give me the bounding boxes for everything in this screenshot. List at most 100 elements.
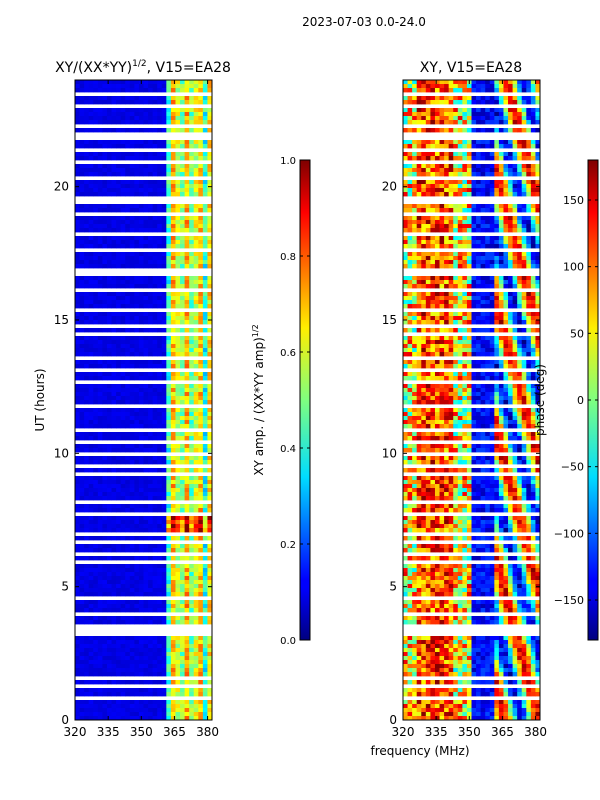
heatmap-cell: [485, 168, 491, 173]
heatmap-cell: [503, 96, 509, 101]
heatmap-cell: [102, 204, 108, 209]
heatmap-cell: [111, 644, 117, 649]
heatmap-cell: [102, 224, 108, 229]
heatmap-cell: [111, 412, 117, 417]
heatmap-cell: [448, 120, 454, 125]
heatmap-cell: [75, 588, 80, 593]
heatmap-cell: [198, 180, 204, 185]
heatmap-cell: [79, 304, 85, 309]
heatmap-cell: [134, 184, 140, 189]
heatmap-cell: [485, 220, 491, 225]
heatmap-cell: [79, 228, 85, 233]
heatmap-cell: [134, 344, 140, 349]
heatmap-cell: [521, 236, 527, 241]
heatmap-cell: [407, 252, 413, 257]
heatmap-cell: [152, 184, 158, 189]
heatmap-cell: [134, 152, 140, 157]
heatmap-cell: [198, 100, 204, 105]
heatmap-cell: [416, 172, 422, 177]
heatmap-cell: [116, 444, 122, 449]
heatmap-cell: [120, 692, 126, 697]
heatmap-cell: [93, 168, 99, 173]
heatmap-cell: [79, 244, 85, 249]
heatmap-cell: [180, 100, 185, 105]
heatmap-cell: [193, 528, 199, 533]
heatmap-cell: [485, 84, 491, 89]
heatmap-cell: [157, 204, 163, 209]
heatmap-cell: [444, 208, 450, 213]
heatmap-cell: [444, 284, 450, 289]
heatmap-cell: [157, 700, 163, 705]
heatmap-cell: [75, 528, 80, 533]
heatmap-cell: [88, 344, 94, 349]
heatmap-cell: [111, 680, 117, 685]
heatmap-cell: [125, 340, 131, 345]
heatmap-cell: [202, 204, 208, 209]
heatmap-cell: [111, 300, 117, 305]
heatmap-cell: [134, 524, 140, 529]
heatmap-cell: [202, 436, 208, 441]
heatmap-cell: [79, 236, 85, 241]
heatmap-cell: [207, 316, 212, 321]
heatmap-cell: [134, 364, 140, 369]
heatmap-cell: [116, 516, 122, 521]
heatmap-cell: [88, 548, 94, 553]
heatmap-cell: [148, 236, 154, 241]
heatmap-cell: [97, 480, 103, 485]
heatmap-cell: [97, 704, 103, 709]
heatmap-cell: [434, 152, 440, 157]
heatmap-cell: [166, 292, 172, 297]
heatmap-cell: [93, 656, 99, 661]
heatmap-cell: [93, 652, 99, 657]
heatmap-cell: [434, 204, 440, 209]
heatmap-cell: [152, 316, 158, 321]
heatmap-cell: [457, 208, 463, 213]
heatmap-cell: [134, 384, 140, 389]
heatmap-cell: [102, 328, 108, 333]
heatmap-cell: [120, 112, 126, 117]
heatmap-cell: [170, 320, 176, 325]
heatmap-cell: [138, 392, 144, 397]
heatmap-cell: [202, 652, 208, 657]
heatmap-cell: [129, 424, 135, 429]
heatmap-cell: [512, 80, 518, 85]
heatmap-cell: [434, 228, 440, 233]
heatmap-cell: [175, 648, 181, 653]
heatmap-cell: [202, 360, 208, 365]
heatmap-cell: [134, 644, 140, 649]
heatmap-cell: [189, 460, 195, 465]
heatmap-cell: [184, 344, 190, 349]
heatmap-cell: [476, 316, 482, 321]
heatmap-cell: [125, 344, 131, 349]
heatmap-cell: [457, 336, 463, 341]
heatmap-cell: [198, 636, 204, 641]
heatmap-cell: [434, 276, 440, 281]
heatmap-cell: [143, 416, 149, 421]
heatmap-cell: [521, 164, 527, 169]
heatmap-cell: [517, 188, 523, 193]
heatmap-cell: [198, 144, 204, 149]
heatmap-cell: [106, 344, 112, 349]
heatmap-cell: [125, 336, 131, 341]
heatmap-cell: [97, 712, 103, 717]
heatmap-cell: [175, 604, 181, 609]
heatmap-cell: [143, 572, 149, 577]
heatmap-cell: [517, 100, 523, 105]
heatmap-cell: [485, 316, 491, 321]
heatmap-cell: [512, 144, 518, 149]
heatmap-cell: [79, 108, 85, 113]
heatmap-cell: [88, 700, 94, 705]
heatmap-cell: [166, 168, 172, 173]
heatmap-cell: [157, 296, 163, 301]
heatmap-cell: [148, 360, 154, 365]
heatmap-cell: [157, 424, 163, 429]
heatmap-cell: [79, 508, 85, 513]
heatmap-cell: [193, 340, 199, 345]
x-tick-label: 365: [163, 725, 186, 739]
heatmap-cell: [526, 292, 532, 297]
heatmap-cell: [207, 236, 212, 241]
heatmap-cell: [138, 244, 144, 249]
heatmap-cell: [106, 400, 112, 405]
heatmap-cell: [134, 140, 140, 145]
heatmap-cell: [184, 120, 190, 125]
